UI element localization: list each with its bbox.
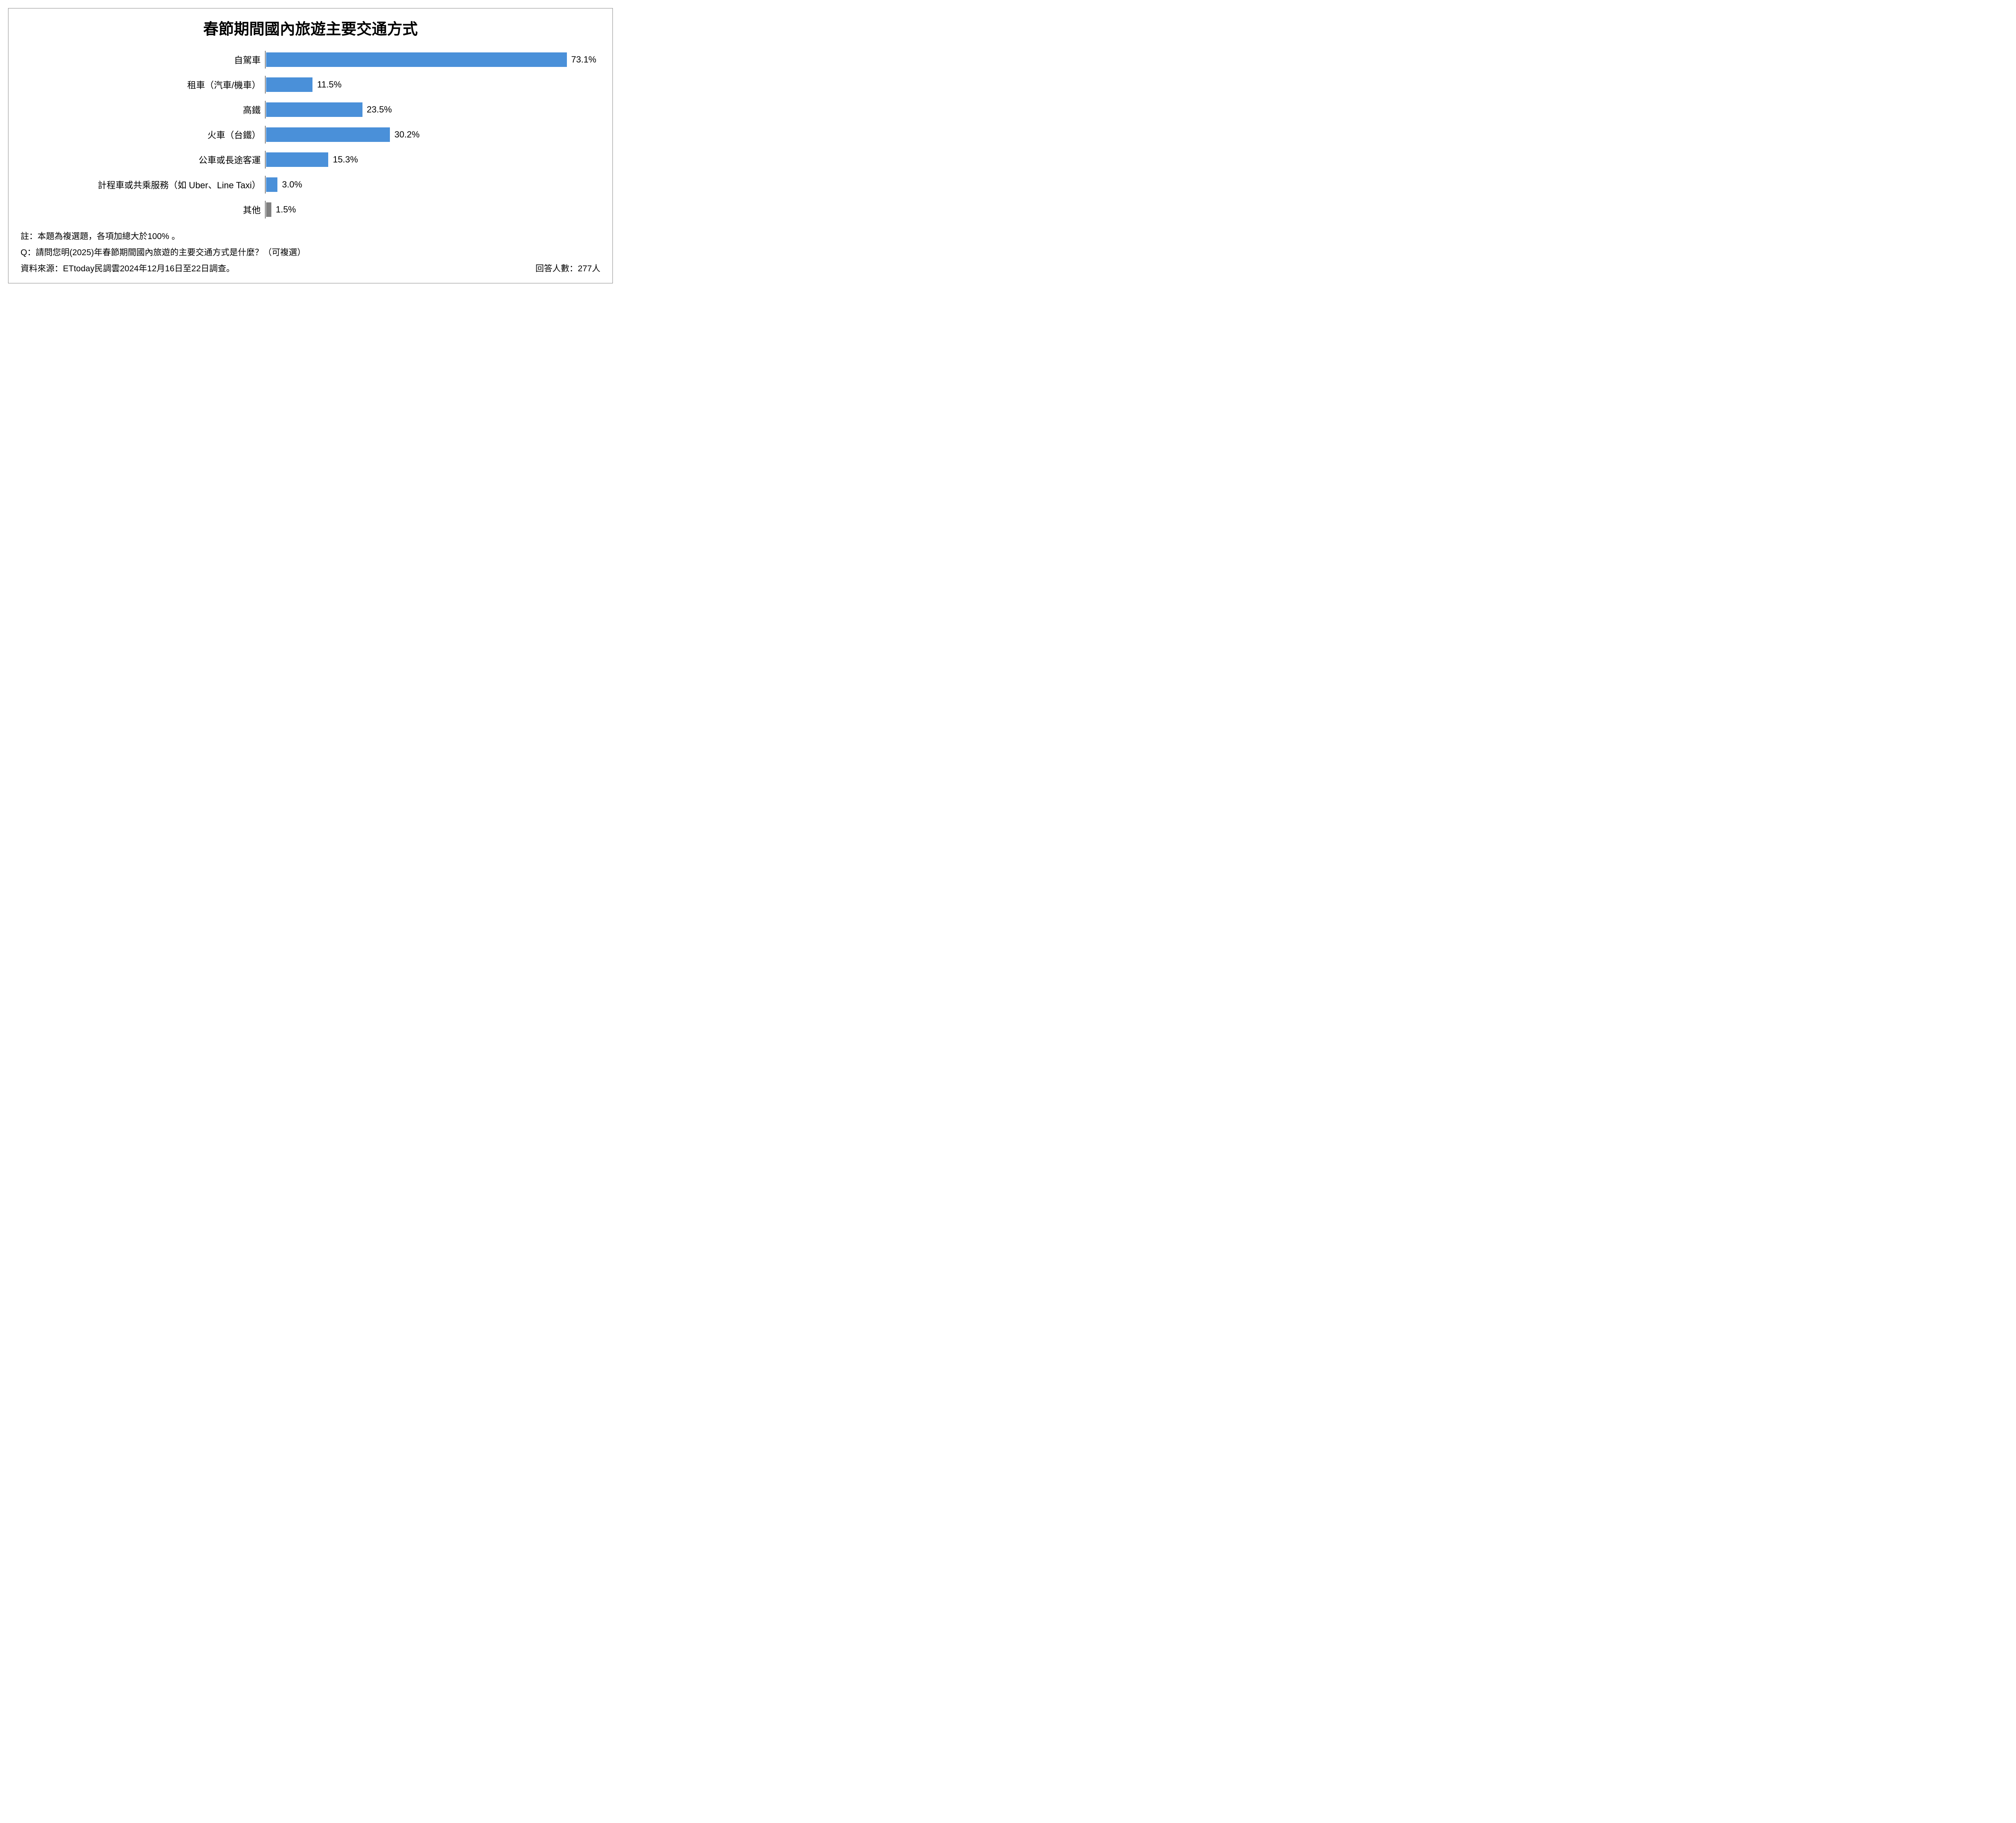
footer-note: 註：本題為複選題，各項加總大於100% 。 <box>21 229 600 245</box>
value-label: 1.5% <box>272 204 296 215</box>
footer-respondents: 回答人數：277人 <box>535 261 600 277</box>
value-label: 73.1% <box>567 54 596 65</box>
bar-row: 火車（台鐵） 30.2% <box>25 126 596 144</box>
bar-track: 23.5% <box>265 101 596 119</box>
bar-track: 1.5% <box>265 201 596 219</box>
bar <box>266 127 391 142</box>
bar-track: 11.5% <box>265 76 596 94</box>
bar-chart: 自駕車 73.1% 租車（汽車/機車） 11.5% 高鐵 23.5% 火車（台鐵） 30.2%… <box>25 51 596 219</box>
footer-question: Q：請問您明(2025)年春節期間國內旅遊的主要交通方式是什麼？（可複選） <box>21 245 600 261</box>
bar <box>266 202 272 217</box>
bar <box>266 77 313 92</box>
bar <box>266 177 278 192</box>
category-label: 自駕車 <box>25 53 265 66</box>
value-label: 15.3% <box>329 154 358 165</box>
bar-track: 30.2% <box>265 126 596 144</box>
bar-row: 計程車或共乘服務（如 Uber、Line Taxi） 3.0% <box>25 176 596 194</box>
chart-footer: 註：本題為複選題，各項加總大於100% 。 Q：請問您明(2025)年春節期間國… <box>21 229 600 277</box>
bar-track: 15.3% <box>265 151 596 169</box>
bar-row: 自駕車 73.1% <box>25 51 596 69</box>
value-label: 23.5% <box>363 104 392 115</box>
bar-row: 高鐵 23.5% <box>25 101 596 119</box>
value-label: 11.5% <box>313 79 342 90</box>
chart-container: 春節期間國內旅遊主要交通方式 自駕車 73.1% 租車（汽車/機車） 11.5% 高鐵 2… <box>8 8 613 283</box>
category-label: 租車（汽車/機車） <box>25 78 265 91</box>
category-label: 高鐵 <box>25 103 265 116</box>
bar-row: 租車（汽車/機車） 11.5% <box>25 76 596 94</box>
value-label: 3.0% <box>278 179 302 190</box>
bar <box>266 52 567 67</box>
footer-source: 資料來源：ETtoday民調雲2024年12月16日至22日調查。 <box>21 261 235 277</box>
bar <box>266 152 329 167</box>
category-label: 其他 <box>25 203 265 216</box>
bar-row: 公車或長途客運 15.3% <box>25 151 596 169</box>
chart-title: 春節期間國內旅遊主要交通方式 <box>21 17 600 39</box>
bar-track: 3.0% <box>265 176 596 194</box>
category-label: 公車或長途客運 <box>25 153 265 166</box>
bar <box>266 102 363 117</box>
value-label: 30.2% <box>390 129 419 140</box>
bar-row: 其他 1.5% <box>25 201 596 219</box>
category-label: 計程車或共乘服務（如 Uber、Line Taxi） <box>25 178 265 191</box>
bar-track: 73.1% <box>265 51 596 69</box>
category-label: 火車（台鐵） <box>25 128 265 141</box>
